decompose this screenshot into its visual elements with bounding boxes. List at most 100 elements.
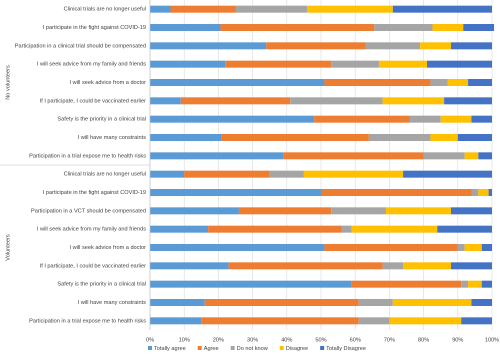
category-label: I will seek advice from my family and fr…: [37, 62, 146, 68]
bar-segment: [409, 115, 441, 123]
bar-segment: [450, 42, 492, 50]
bar-segment: [432, 24, 464, 31]
legend-label: Do not know: [237, 346, 269, 352]
bar-segment: [430, 134, 458, 141]
bar-segment: [208, 225, 342, 233]
bar-segment: [150, 244, 325, 251]
bar-segment: [150, 5, 171, 13]
category-label: Clinical trials are no longer useful: [64, 7, 146, 13]
bar-segment: [457, 134, 492, 141]
legend-swatch: [148, 346, 152, 350]
bar-segment: [269, 170, 304, 178]
bar-segment: [150, 79, 325, 86]
bar-segment: [461, 317, 492, 325]
bar-segment: [403, 170, 492, 178]
category-label: Safety is the priority in a clinical tri…: [57, 117, 146, 123]
bar-segment: [385, 207, 451, 215]
bar-segment: [331, 60, 380, 68]
bar-segment: [204, 299, 359, 306]
category-label: I participate in the fight against COVID…: [43, 190, 146, 196]
bar-segment: [478, 189, 489, 196]
bar-segment: [471, 189, 479, 196]
category-label: If I participate, I could be vaccinated …: [40, 263, 146, 269]
bar-segment: [150, 115, 315, 123]
bar-segment: [266, 42, 366, 50]
bar-segment: [150, 60, 226, 68]
bar-segment: [321, 189, 472, 196]
x-tick-label: 50%: [315, 337, 326, 343]
bar-segment: [150, 262, 229, 270]
bar-segment: [427, 60, 492, 68]
bar-segment: [170, 5, 236, 13]
bar-segment: [150, 97, 181, 105]
category-label: I will seek advice from a doctor: [70, 245, 147, 251]
bar-segment: [471, 115, 492, 123]
category-label: I will have many constraints: [78, 300, 147, 306]
x-tick-label: 20%: [213, 337, 224, 343]
category-label: I will have many constraints: [78, 135, 147, 141]
x-tick-label: 40%: [281, 337, 292, 343]
bar-segment: [314, 115, 410, 123]
bar-segment: [368, 134, 431, 141]
bar-segment: [238, 207, 332, 215]
bar-segment: [324, 244, 458, 251]
bar-segment: [307, 5, 393, 13]
bar-segment: [468, 79, 492, 86]
bar-segment: [150, 207, 239, 215]
bar-segment: [150, 317, 202, 325]
bar-segment: [450, 207, 492, 215]
bar-segment: [150, 24, 221, 31]
bar-segment: [150, 299, 205, 306]
bar-segment: [468, 280, 482, 288]
bar-segment: [283, 152, 424, 160]
bar-segment: [225, 60, 332, 68]
legend-swatch: [279, 346, 284, 350]
category-label: Participation in a trial expose me to he…: [29, 153, 146, 159]
bar-segment: [392, 299, 472, 306]
bar-segment: [150, 280, 352, 288]
category-label: I will seek advice from my family and fr…: [37, 227, 146, 233]
bar-segment: [382, 97, 445, 105]
category-label: I will seek advice from a doctor: [70, 80, 147, 86]
bar-segment: [389, 317, 462, 325]
bar-segment: [420, 42, 451, 50]
bar-segment: [150, 152, 284, 160]
legend-label: Totally Disagree: [326, 346, 366, 352]
bar-segment: [150, 170, 185, 178]
bar-segment: [184, 170, 270, 178]
bar-segment: [478, 152, 492, 160]
bar-segment: [201, 317, 359, 325]
bar-segment: [220, 24, 375, 31]
bar-segment: [365, 42, 421, 50]
bar-segment: [150, 42, 267, 50]
category-label: If I participate, I could be vaccinated …: [40, 98, 146, 104]
bar-segment: [221, 134, 369, 141]
bar-segment: [464, 244, 482, 251]
bar-segment: [423, 152, 465, 160]
bar-segment: [341, 225, 352, 233]
bar-segment: [235, 5, 308, 13]
legend-swatch: [230, 346, 235, 350]
bar-segment: [351, 280, 462, 288]
bar-segment: [471, 299, 492, 306]
bar-segment: [358, 299, 393, 306]
bar-segment: [379, 60, 428, 68]
bar-segment: [382, 262, 404, 270]
bar-segment: [488, 189, 492, 196]
bar-segment: [150, 134, 222, 141]
category-label: Participation in a clinical trial should…: [15, 43, 146, 49]
group-label: Volunteers: [5, 234, 11, 261]
bar-segment: [403, 262, 451, 270]
x-tick-label: 30%: [247, 337, 258, 343]
legend-label: Disagree: [286, 346, 308, 352]
bar-segment: [437, 225, 492, 233]
legend-label: Totally agree: [154, 346, 186, 352]
category-label: Participation in a VCT should be compens…: [31, 208, 146, 214]
bar-segment: [358, 317, 390, 325]
x-tick-label: 80%: [418, 337, 429, 343]
bar-segment: [374, 24, 433, 31]
legend-label: Agree: [204, 346, 219, 352]
bar-segment: [150, 189, 321, 196]
x-tick-label: 0%: [146, 337, 154, 343]
